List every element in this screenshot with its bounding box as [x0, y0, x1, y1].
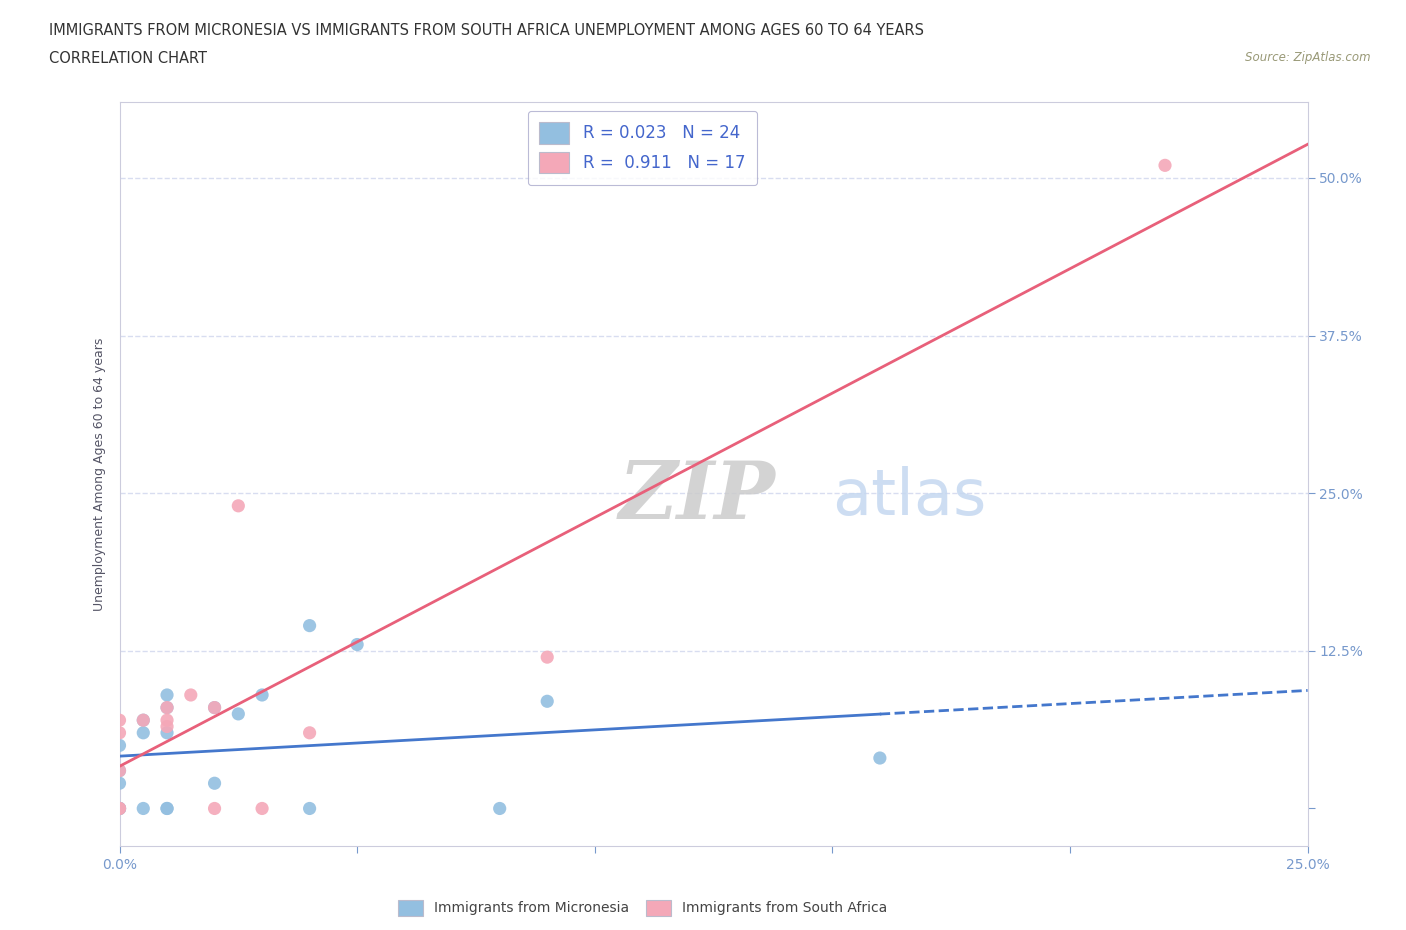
Point [228, 498, 250, 513]
Point [298, 618, 321, 633]
Point [204, 700, 226, 715]
Text: atlas: atlas [832, 466, 987, 527]
Point [869, 751, 891, 765]
Point [108, 764, 131, 778]
Point [108, 801, 131, 816]
Point [156, 725, 179, 740]
Point [298, 725, 321, 740]
Point [156, 801, 179, 816]
Point [108, 776, 131, 790]
Point [156, 700, 179, 715]
Point [132, 712, 155, 727]
Text: CORRELATION CHART: CORRELATION CHART [49, 51, 207, 66]
Point [108, 712, 131, 727]
Text: ZIP: ZIP [619, 458, 775, 536]
Point [204, 776, 226, 790]
Point [108, 764, 131, 778]
Point [156, 700, 179, 715]
Text: Source: ZipAtlas.com: Source: ZipAtlas.com [1246, 51, 1371, 64]
Point [250, 801, 273, 816]
Point [346, 637, 368, 652]
Y-axis label: Unemployment Among Ages 60 to 64 years: Unemployment Among Ages 60 to 64 years [93, 338, 105, 611]
Point [108, 801, 131, 816]
Point [204, 700, 226, 715]
Point [132, 801, 155, 816]
Point [250, 687, 273, 702]
Point [228, 707, 250, 722]
Legend: Immigrants from Micronesia, Immigrants from South Africa: Immigrants from Micronesia, Immigrants f… [392, 894, 893, 922]
Point [108, 725, 131, 740]
Point [156, 801, 179, 816]
Text: IMMIGRANTS FROM MICRONESIA VS IMMIGRANTS FROM SOUTH AFRICA UNEMPLOYMENT AMONG AG: IMMIGRANTS FROM MICRONESIA VS IMMIGRANTS… [49, 23, 924, 38]
Point [132, 725, 155, 740]
Point [298, 801, 321, 816]
Point [108, 738, 131, 753]
Point [1154, 158, 1177, 173]
Point [536, 650, 558, 665]
Point [488, 801, 510, 816]
Point [132, 712, 155, 727]
Point [536, 694, 558, 709]
Point [204, 801, 226, 816]
Point [108, 801, 131, 816]
Point [180, 687, 202, 702]
Point [156, 712, 179, 727]
Point [156, 719, 179, 734]
Point [108, 801, 131, 816]
Point [156, 687, 179, 702]
Point [108, 801, 131, 816]
